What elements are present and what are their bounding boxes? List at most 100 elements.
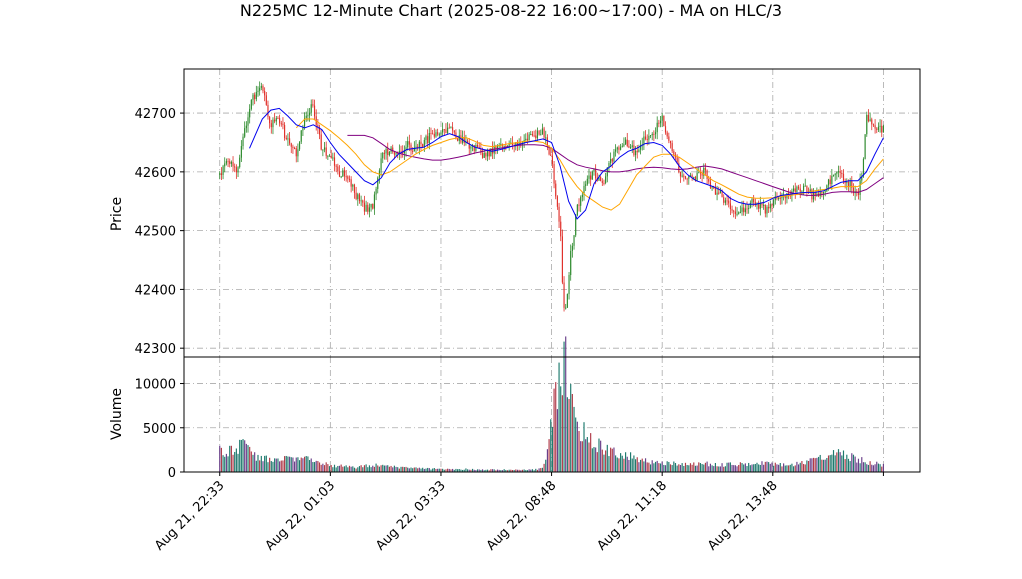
candle-body bbox=[804, 185, 806, 187]
volume-bar bbox=[300, 457, 302, 472]
price-y-tick-label: 42400 bbox=[135, 283, 176, 298]
volume-bar bbox=[269, 457, 271, 472]
candle-body bbox=[558, 206, 560, 222]
volume-bar bbox=[831, 454, 833, 472]
candle-body bbox=[496, 145, 499, 150]
candle-body bbox=[302, 126, 304, 131]
candle-body bbox=[595, 169, 597, 179]
candle-body bbox=[270, 123, 272, 128]
volume-bar bbox=[832, 450, 835, 472]
volume-bar bbox=[222, 455, 224, 472]
candle-body bbox=[312, 104, 314, 106]
volume-bar bbox=[748, 462, 750, 472]
candle-body bbox=[666, 132, 668, 137]
candle-body bbox=[418, 141, 420, 149]
candle-body bbox=[290, 143, 292, 147]
candle-body bbox=[764, 204, 766, 214]
volume-bar bbox=[591, 448, 593, 472]
volume-bar bbox=[696, 465, 698, 472]
volume-bar bbox=[393, 465, 395, 472]
volume-bar bbox=[284, 456, 286, 472]
volume-bar bbox=[721, 463, 723, 472]
candle-body bbox=[540, 134, 542, 136]
candle-body bbox=[380, 158, 382, 171]
candle-body bbox=[733, 210, 735, 212]
volume-bar bbox=[538, 468, 540, 472]
volume-bar bbox=[866, 464, 868, 472]
candle-body bbox=[442, 129, 444, 133]
volume-bar bbox=[400, 466, 402, 472]
volume-bar bbox=[506, 470, 509, 472]
price-y-tick-label: 42600 bbox=[135, 166, 176, 181]
candle-body bbox=[235, 167, 237, 173]
candle-body bbox=[320, 134, 322, 150]
candle-body bbox=[703, 167, 705, 176]
price-panel: 42300 42400 42500 42600 42700 Price bbox=[109, 68, 921, 358]
candle-body bbox=[308, 112, 311, 116]
candle-body bbox=[844, 181, 846, 184]
candle-body bbox=[851, 180, 853, 188]
candle-body bbox=[796, 186, 798, 192]
volume-bar bbox=[363, 465, 366, 472]
candle-body bbox=[468, 142, 470, 149]
candle-body bbox=[708, 179, 710, 182]
candle-body bbox=[560, 221, 562, 237]
candle-body bbox=[267, 104, 269, 117]
price-y-tick-label: 42500 bbox=[135, 225, 176, 240]
volume-bar bbox=[235, 448, 237, 472]
volume-bar bbox=[378, 466, 381, 472]
volume-bar bbox=[646, 462, 648, 472]
volume-bar bbox=[438, 468, 440, 472]
volume-bar bbox=[347, 467, 349, 472]
candle-body bbox=[294, 148, 296, 150]
volume-bar bbox=[709, 463, 712, 472]
candle-body bbox=[709, 181, 712, 188]
volume-bar bbox=[684, 462, 687, 472]
volume-bar bbox=[310, 458, 312, 472]
candle-body bbox=[466, 140, 469, 143]
volume-bar bbox=[388, 466, 390, 472]
candle-body bbox=[648, 135, 650, 140]
candle-body bbox=[630, 146, 632, 148]
candle-body bbox=[368, 207, 371, 212]
volume-bar bbox=[249, 446, 251, 472]
candle-body bbox=[773, 200, 775, 207]
x-tick-label: Aug 22, 03:33 bbox=[373, 478, 449, 554]
volume-bar bbox=[395, 466, 397, 472]
candle-body bbox=[721, 190, 723, 198]
candle-body bbox=[679, 171, 682, 177]
volume-bar bbox=[668, 461, 670, 472]
candle-body bbox=[533, 135, 535, 137]
volume-bar bbox=[854, 456, 856, 472]
candle-body bbox=[565, 307, 567, 309]
candle-body bbox=[573, 235, 575, 246]
volume-bar bbox=[500, 470, 502, 472]
candle-body bbox=[543, 128, 545, 138]
candle-body bbox=[826, 185, 828, 192]
volume-bar bbox=[485, 469, 487, 472]
volume-bar bbox=[255, 460, 257, 472]
candle-body bbox=[375, 188, 377, 195]
candle-body bbox=[768, 207, 770, 209]
candle-body bbox=[689, 175, 692, 177]
candle-body bbox=[653, 133, 655, 135]
candle-body bbox=[415, 146, 417, 148]
candle-body bbox=[748, 208, 750, 210]
volume-bar bbox=[357, 467, 359, 472]
volume-bar bbox=[566, 397, 568, 472]
candle-body bbox=[601, 181, 603, 183]
price-y-tick-label: 42700 bbox=[135, 107, 176, 122]
volume-bar bbox=[413, 467, 415, 472]
volume-bar bbox=[415, 467, 417, 472]
price-y-tick-label: 42300 bbox=[135, 342, 176, 357]
volume-bar bbox=[420, 468, 422, 472]
volume-bar bbox=[734, 465, 736, 472]
volume-bar bbox=[375, 463, 377, 472]
volume-bar bbox=[718, 466, 720, 472]
candle-body bbox=[239, 157, 241, 168]
candle-body bbox=[738, 212, 740, 214]
volume-bar bbox=[437, 468, 439, 472]
candle-body bbox=[476, 145, 479, 147]
candle-body bbox=[237, 167, 239, 173]
